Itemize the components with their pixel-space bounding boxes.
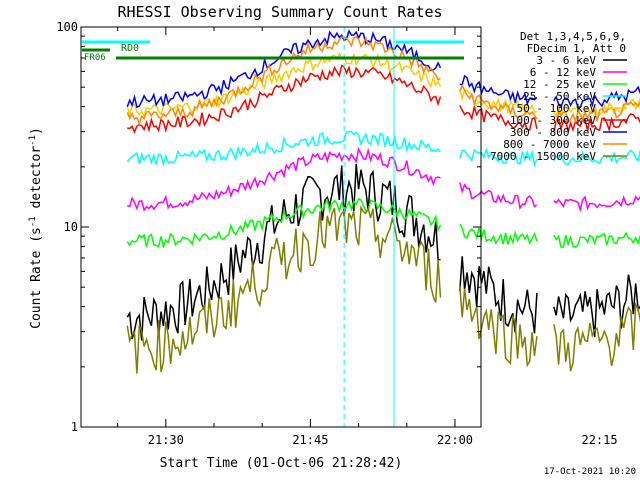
axes: 11010021:3021:4522:0022:1522:3022:4523:0… xyxy=(56,20,617,447)
legend: Det 1,3,4,5,6,9,FDecim 1, Att 03 - 6 keV… xyxy=(490,30,627,163)
legend-entry-label: 3 - 6 keV xyxy=(536,54,596,67)
x-tick-label: 21:45 xyxy=(292,433,328,447)
plot-frame xyxy=(80,26,482,428)
x-tick-label: 22:15 xyxy=(581,433,617,447)
series-line xyxy=(126,35,640,127)
legend-entry-label: 25 - 50 keV xyxy=(523,90,596,103)
series-line xyxy=(126,205,640,374)
chart-title: RHESSI Observing Summary Count Rates xyxy=(117,3,442,21)
flag-label: FR06 xyxy=(84,53,106,63)
legend-entry-label: 100 - 300 keV xyxy=(510,114,596,127)
legend-entry-label: 7000 - 15000 keV xyxy=(490,150,596,163)
legend-header: FDecim 1, Att 0 xyxy=(527,42,626,55)
plot-area: RD0 FR06 xyxy=(82,27,640,427)
flag-label: RD0 xyxy=(121,43,139,54)
legend-entry-label: 800 - 7000 keV xyxy=(503,138,596,151)
legend-entry-label: 50 - 100 keV xyxy=(517,102,597,115)
series-line xyxy=(127,146,640,213)
legend-header: Det 1,3,4,5,6,9, xyxy=(520,30,626,43)
x-axis-label: Start Time (01-Oct-06 21:28:42) xyxy=(160,456,403,471)
series-line xyxy=(126,51,640,119)
legend-entry-label: 6 - 12 keV xyxy=(530,66,597,79)
series-line xyxy=(127,64,640,135)
series-line xyxy=(126,29,640,109)
y-tick-label: 1 xyxy=(71,420,78,434)
legend-entry-label: 12 - 25 keV xyxy=(523,78,596,91)
legend-entry-label: 300 - 800 keV xyxy=(510,126,596,139)
series-line xyxy=(126,197,640,249)
timestamp: 17-Oct-2021 10:20 xyxy=(544,467,636,477)
y-tick-label: 10 xyxy=(64,220,78,234)
series-line xyxy=(126,164,640,341)
x-tick-label: 22:00 xyxy=(437,433,473,447)
y-axis-label: Count Rate (s-1 detector-1) xyxy=(28,127,44,329)
x-tick-label: 21:30 xyxy=(148,433,184,447)
y-tick-label: 100 xyxy=(56,20,78,34)
series-line xyxy=(126,130,640,168)
